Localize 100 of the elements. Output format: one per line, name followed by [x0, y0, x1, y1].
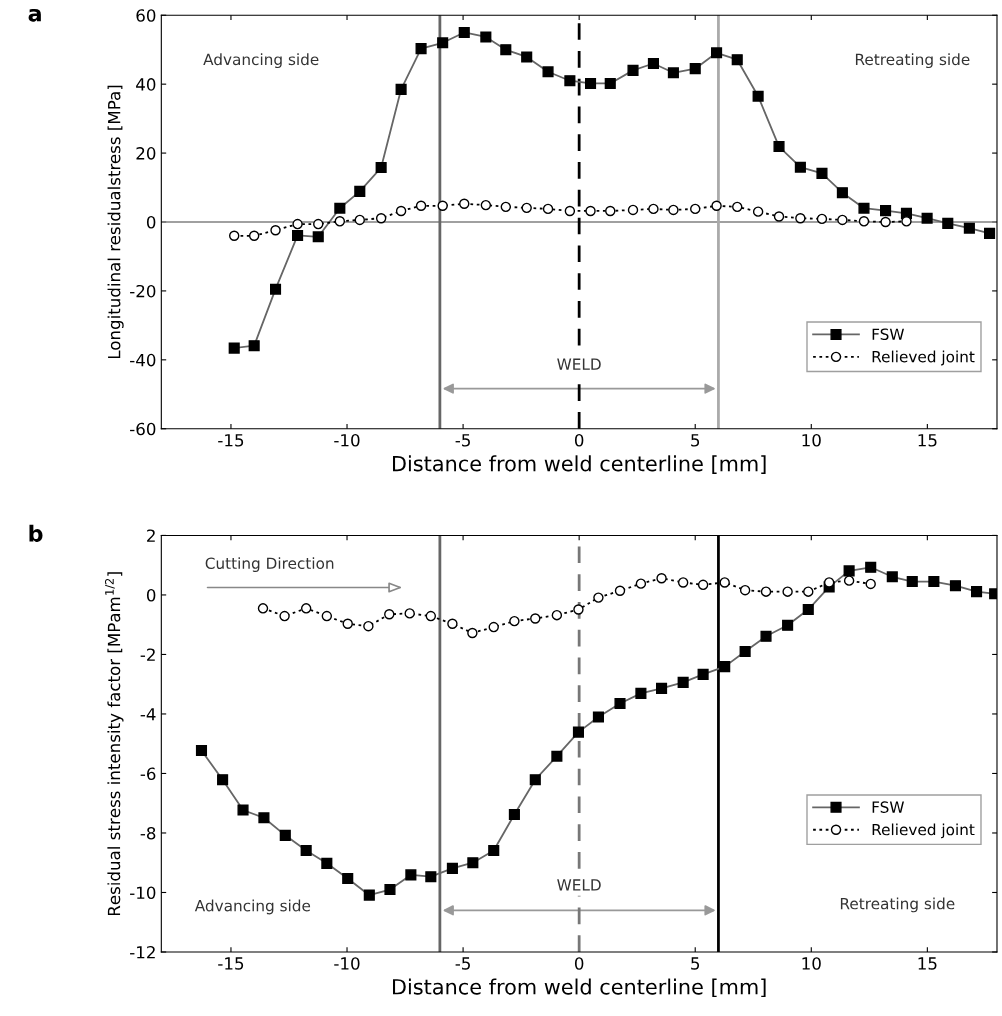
point	[942, 217, 954, 229]
point	[480, 199, 492, 211]
point	[542, 66, 554, 78]
y-tick-label: 60	[136, 9, 156, 22]
point	[500, 44, 512, 56]
point	[300, 603, 312, 614]
y-tick-label: -10	[130, 886, 156, 900]
point	[508, 808, 520, 821]
y-tick-label: 40	[136, 78, 156, 91]
legend-label: FSW	[872, 328, 904, 340]
legend-label: FSW	[872, 801, 904, 813]
y-tick-label: -4	[140, 708, 156, 721]
point	[648, 203, 659, 215]
point	[257, 603, 269, 614]
point	[237, 804, 249, 816]
point	[865, 561, 877, 573]
legend-label: Relieved joint	[872, 823, 975, 839]
legend-label: Relieved joint	[872, 350, 975, 366]
point	[752, 206, 764, 217]
point	[529, 774, 541, 786]
point	[843, 565, 855, 577]
point	[354, 214, 366, 226]
point	[668, 204, 679, 216]
x-tick-label: 5	[691, 957, 700, 970]
point	[928, 575, 940, 588]
point	[794, 161, 806, 173]
annotation: Cutting Direction	[205, 557, 334, 572]
point	[627, 64, 639, 76]
point	[592, 711, 604, 723]
y-axis-title: Longitudinal residualstress [MPa]	[107, 85, 124, 359]
y-tick-label: -12	[130, 945, 155, 959]
point	[363, 620, 374, 632]
point	[739, 645, 751, 658]
point	[837, 214, 848, 226]
x-tick-label: 0	[574, 433, 584, 447]
point	[437, 200, 448, 212]
x-tick-label: 5	[691, 434, 700, 447]
point	[719, 577, 730, 588]
point	[773, 140, 785, 153]
point	[635, 578, 647, 589]
annotation: Advancing side	[203, 53, 319, 69]
point	[739, 584, 751, 596]
x-axis-title: Distance from weld centerline [mm]	[393, 455, 766, 474]
point	[697, 579, 709, 591]
y-tick-label: 0	[146, 588, 156, 602]
point	[447, 618, 458, 630]
y-tick-label: -60	[130, 422, 156, 436]
point	[321, 610, 333, 622]
x-tick-label: 15	[918, 957, 937, 970]
x-tick-label: -10	[334, 957, 360, 970]
point	[656, 573, 667, 584]
point	[488, 844, 500, 857]
point	[773, 211, 785, 222]
point	[342, 618, 353, 630]
x-tick-label: -5	[455, 434, 470, 447]
x-tick-label: 0	[574, 957, 584, 970]
point	[760, 586, 772, 597]
point	[564, 75, 576, 87]
point	[795, 212, 806, 224]
point	[865, 578, 876, 590]
y-tick-label: -8	[140, 826, 156, 840]
point	[425, 610, 437, 622]
point	[458, 26, 470, 39]
point	[732, 201, 743, 213]
point	[217, 774, 229, 786]
point	[313, 218, 324, 230]
point	[425, 871, 437, 883]
point	[614, 585, 626, 596]
point	[229, 230, 240, 241]
point	[677, 577, 689, 588]
y-tick-label: 20	[136, 147, 156, 160]
point	[731, 54, 743, 66]
x-tick-label: -15	[218, 434, 244, 447]
y-tick-label: -20	[130, 284, 156, 298]
point	[647, 57, 659, 70]
point	[395, 205, 407, 217]
point	[363, 889, 375, 901]
point	[228, 342, 240, 354]
point	[921, 212, 933, 224]
annotation: Advancing side	[194, 899, 311, 915]
y-tick-label: -2	[140, 648, 155, 661]
point	[803, 586, 814, 597]
point	[467, 857, 479, 869]
point	[530, 613, 541, 624]
point	[886, 571, 898, 583]
point	[354, 185, 366, 197]
point	[270, 225, 281, 236]
point	[984, 227, 996, 239]
point	[635, 687, 647, 699]
point	[584, 77, 597, 90]
point	[395, 83, 407, 95]
point	[321, 857, 333, 869]
point	[906, 575, 918, 588]
x-axis-title: Distance from weld centerline [mm]	[393, 978, 766, 998]
point	[521, 202, 532, 214]
point	[467, 627, 478, 639]
point	[971, 586, 983, 598]
point	[667, 67, 679, 79]
point	[521, 51, 533, 63]
point	[573, 604, 584, 615]
